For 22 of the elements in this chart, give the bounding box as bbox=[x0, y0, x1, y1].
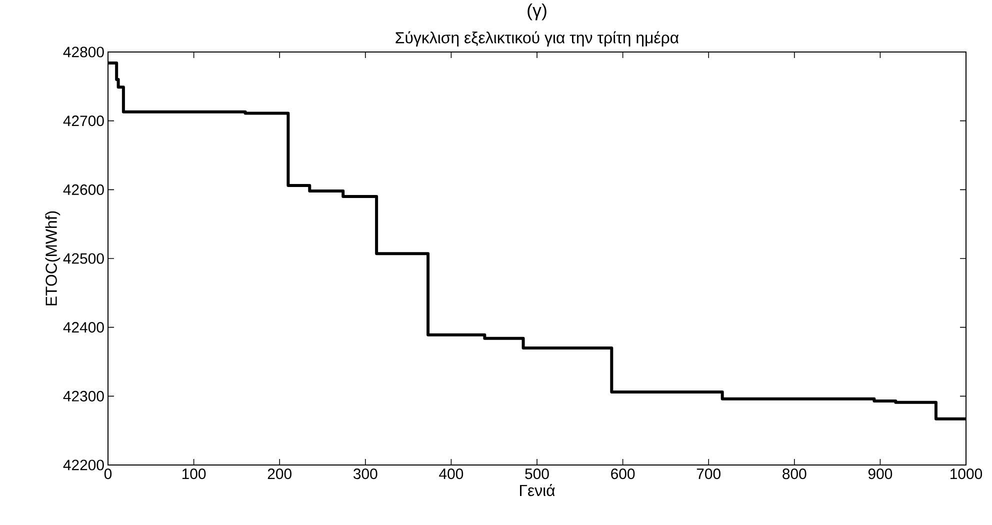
text: (γ) bbox=[528, 4, 546, 20]
y-tick-label: 42400 bbox=[63, 322, 104, 333]
chart-title: Σύγκλιση εξελικτικού για την τρίτη ημέρα bbox=[396, 31, 679, 47]
x-tick-label: 500 bbox=[525, 468, 549, 480]
y-tick-label: 42300 bbox=[63, 390, 104, 402]
x-tick-label: 200 bbox=[268, 468, 292, 480]
y-tick-label: 42800 bbox=[63, 46, 104, 58]
y-tick-label: 42200 bbox=[63, 460, 104, 470]
x-axis-title: Γενιά bbox=[520, 484, 555, 496]
x-tick-label: 100 bbox=[182, 468, 206, 480]
x-tick-label: 0 bbox=[104, 468, 112, 480]
y-tick-label: 42500 bbox=[63, 253, 104, 264]
x-tick-label: 700 bbox=[696, 468, 720, 480]
y-tick-label: 42600 bbox=[63, 184, 104, 195]
x-tick-label: 900 bbox=[868, 468, 892, 480]
x-tick-label: 600 bbox=[611, 468, 635, 480]
x-tick-label: 400 bbox=[439, 468, 464, 480]
x-tick-label: 800 bbox=[782, 468, 806, 480]
x-tick-label: 1000 bbox=[950, 468, 982, 480]
y-tick-label: 42700 bbox=[63, 116, 104, 126]
x-tick-label: 300 bbox=[354, 468, 378, 480]
y-axis-title: ETOC(MWhf) bbox=[45, 211, 60, 306]
